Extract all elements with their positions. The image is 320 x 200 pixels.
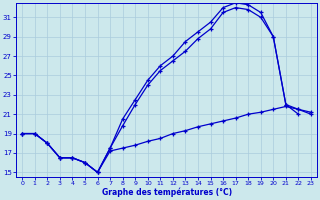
X-axis label: Graphe des températures (°C): Graphe des températures (°C) <box>101 188 232 197</box>
